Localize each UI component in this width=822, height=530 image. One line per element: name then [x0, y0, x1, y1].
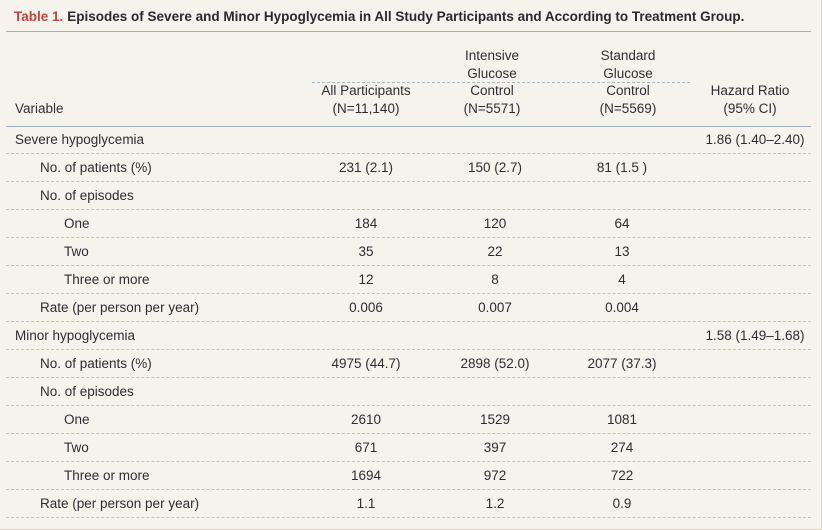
row-divider: [6, 265, 811, 266]
row-label: Two: [64, 440, 89, 455]
table-row: No. of episodes: [6, 379, 811, 407]
cell-all: 35: [358, 244, 374, 259]
cell-all: 4975 (44.7): [331, 356, 401, 371]
header-standard: Standard Glucose Control (N=5569): [570, 47, 686, 117]
cell-intensive: 397: [483, 440, 507, 455]
row-divider: [6, 489, 811, 490]
cell-standard: 2077 (37.3): [587, 356, 657, 371]
header-hazard-ratio: Hazard Ratio (95% CI): [690, 82, 810, 117]
table-row: Three or more 12 8 4: [6, 267, 811, 295]
cell-standard: 722: [610, 468, 634, 483]
table-number: Table 1.: [14, 9, 64, 24]
header-divider: [6, 126, 811, 127]
row-label: Two: [64, 244, 89, 259]
header-hazard-ratio-line2: (95% CI): [723, 100, 777, 116]
header-hazard-ratio-line1: Hazard Ratio: [710, 83, 790, 98]
header-all-participants: All Participants (N=11,140): [306, 82, 426, 117]
cell-standard: 4: [618, 272, 626, 287]
row-divider: [6, 433, 811, 434]
cell-intensive: 8: [491, 272, 499, 287]
table-row: Two 35 22 13: [6, 239, 811, 267]
row-divider: [6, 349, 811, 350]
row-divider: [6, 153, 811, 154]
table-title: Episodes of Severe and Minor Hypoglycemi…: [67, 9, 745, 24]
row-divider: [6, 461, 811, 462]
cell-all: 1.1: [356, 496, 376, 511]
cell-all: 12: [358, 272, 374, 287]
cell-all: 0.006: [349, 300, 383, 315]
row-label: Three or more: [64, 272, 150, 287]
header-standard-line2: Glucose: [603, 65, 653, 81]
cell-standard: 1081: [606, 412, 638, 427]
header-variable: Variable: [15, 101, 64, 116]
header-standard-line3: Control: [606, 83, 650, 98]
header-all-participants-line1: All Participants: [321, 83, 411, 98]
cell-intensive: 972: [483, 468, 507, 483]
table-row: Rate (per person per year) 0.006 0.007 0…: [6, 295, 811, 323]
table-row: No. of episodes: [6, 183, 811, 211]
cell-all: 231 (2.1): [338, 160, 394, 175]
header-span-divider: [312, 82, 690, 83]
table-row: Severe hypoglycemia 1.86 (1.40–2.40): [6, 127, 811, 155]
row-divider: [6, 517, 811, 518]
table-row: Rate (per person per year) 1.1 1.2 0.9: [6, 491, 811, 519]
cell-standard: 0.004: [605, 300, 639, 315]
row-label: No. of patients (%): [40, 160, 152, 175]
row-divider: [6, 405, 811, 406]
table-row: Minor hypoglycemia 1.58 (1.49–1.68): [6, 323, 811, 351]
table-row: No. of patients (%) 4975 (44.7) 2898 (52…: [6, 351, 811, 379]
header-intensive-line1: Intensive: [464, 48, 520, 63]
row-divider: [6, 181, 811, 182]
cell-standard: 81 (1.5 ): [596, 160, 648, 175]
row-divider: [6, 237, 811, 238]
row-label: One: [64, 216, 90, 231]
cell-standard: 274: [610, 440, 634, 455]
row-label: Severe hypoglycemia: [15, 132, 145, 147]
row-divider: [6, 377, 811, 378]
cell-all: 1694: [350, 468, 382, 483]
cell-intensive: 1.2: [485, 496, 505, 511]
header-intensive-line3: Control: [470, 83, 514, 98]
table-row: Two 671 397 274: [6, 435, 811, 463]
cell-standard: 0.9: [612, 496, 632, 511]
row-label: One: [64, 412, 90, 427]
row-divider: [6, 321, 811, 322]
row-label: Rate (per person per year): [40, 300, 200, 315]
table-caption: Table 1. Episodes of Severe and Minor Hyp…: [14, 9, 744, 24]
cell-hazard-ratio: 1.58 (1.49–1.68): [705, 328, 805, 343]
table-row: One 2610 1529 1081: [6, 407, 811, 435]
header-intensive-line2: Glucose: [467, 65, 517, 81]
cell-hazard-ratio: 1.86 (1.40–2.40): [705, 132, 805, 147]
cell-intensive: 22: [487, 244, 503, 259]
row-label: Minor hypoglycemia: [15, 328, 136, 343]
header-standard-line1: Standard: [600, 48, 656, 63]
row-label: Three or more: [64, 468, 150, 483]
cell-intensive: 120: [483, 216, 507, 231]
header-standard-line4: (N=5569): [599, 100, 657, 116]
row-divider: [6, 209, 811, 210]
row-label: No. of episodes: [40, 384, 134, 399]
header-intensive-line4: (N=5571): [463, 100, 521, 116]
row-divider: [6, 293, 811, 294]
cell-standard: 64: [614, 216, 630, 231]
cell-intensive: 1529: [479, 412, 511, 427]
cell-standard: 13: [614, 244, 630, 259]
cell-intensive: 150 (2.7): [467, 160, 523, 175]
cell-all: 2610: [350, 412, 382, 427]
table-row: No. of patients (%) 231 (2.1) 150 (2.7) …: [6, 155, 811, 183]
header-all-participants-line2: (N=11,140): [332, 100, 400, 116]
caption-divider: [6, 31, 811, 32]
row-label: No. of episodes: [40, 188, 134, 203]
table-row: One 184 120 64: [6, 211, 811, 239]
table-row: Three or more 1694 972 722: [6, 463, 811, 491]
cell-all: 184: [354, 216, 378, 231]
cell-intensive: 0.007: [478, 300, 512, 315]
cell-all: 671: [354, 440, 378, 455]
cell-intensive: 2898 (52.0): [460, 356, 530, 371]
row-label: Rate (per person per year): [40, 496, 200, 511]
header-intensive: Intensive Glucose Control (N=5571): [434, 47, 550, 117]
row-label: No. of patients (%): [40, 356, 152, 371]
